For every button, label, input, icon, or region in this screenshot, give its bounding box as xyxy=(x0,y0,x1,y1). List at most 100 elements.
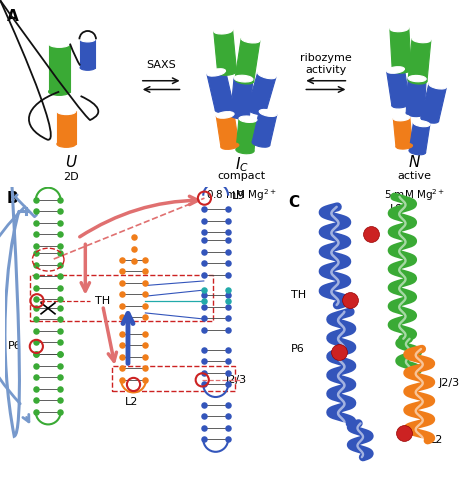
Point xyxy=(224,286,231,294)
Point xyxy=(56,350,64,358)
Point xyxy=(200,302,208,310)
Point xyxy=(33,362,40,370)
Bar xyxy=(247,73,276,113)
Point xyxy=(118,302,126,310)
Bar xyxy=(207,71,234,110)
Ellipse shape xyxy=(216,111,234,118)
Point xyxy=(33,272,40,280)
Bar xyxy=(216,114,239,147)
Ellipse shape xyxy=(218,69,237,75)
Point xyxy=(56,230,64,238)
Bar xyxy=(387,69,410,106)
Bar xyxy=(236,118,257,151)
Ellipse shape xyxy=(390,25,409,32)
Point xyxy=(224,401,231,409)
Point xyxy=(142,267,149,275)
Point xyxy=(200,248,208,256)
Text: U: U xyxy=(65,155,77,170)
Point xyxy=(200,297,208,304)
Text: TH: TH xyxy=(95,296,110,306)
Point xyxy=(200,412,208,420)
Point xyxy=(56,295,64,303)
Point xyxy=(336,349,343,356)
Point xyxy=(200,259,208,267)
Point xyxy=(33,385,40,393)
Ellipse shape xyxy=(207,69,226,76)
Point xyxy=(118,314,126,322)
Point xyxy=(33,249,40,257)
Text: ribozyme: ribozyme xyxy=(300,54,352,63)
Point xyxy=(224,297,231,304)
Point xyxy=(56,196,64,204)
Ellipse shape xyxy=(49,88,70,95)
Ellipse shape xyxy=(247,107,265,114)
Point xyxy=(142,290,149,298)
Point xyxy=(118,341,126,349)
Point xyxy=(142,329,149,337)
Point xyxy=(130,381,137,388)
Point xyxy=(200,401,208,409)
Point xyxy=(401,430,408,437)
Ellipse shape xyxy=(235,77,254,84)
Text: 0.8 mM Mg$^{2+}$: 0.8 mM Mg$^{2+}$ xyxy=(206,187,277,203)
Ellipse shape xyxy=(258,71,276,79)
Point xyxy=(118,267,126,275)
Point xyxy=(118,279,126,287)
Point xyxy=(118,376,126,384)
Ellipse shape xyxy=(259,109,277,116)
Point xyxy=(33,373,40,381)
Ellipse shape xyxy=(392,101,410,108)
Point xyxy=(224,217,231,224)
Ellipse shape xyxy=(57,141,76,147)
Point xyxy=(33,343,40,351)
Point xyxy=(224,369,231,377)
Point xyxy=(33,396,40,404)
Point xyxy=(200,424,208,432)
Ellipse shape xyxy=(412,36,431,43)
Bar xyxy=(409,123,430,153)
Point xyxy=(33,304,40,312)
Point xyxy=(224,248,231,256)
Point xyxy=(224,412,231,420)
Point xyxy=(56,261,64,269)
Point xyxy=(224,271,231,279)
Ellipse shape xyxy=(409,149,426,155)
Text: C: C xyxy=(289,195,300,210)
Point xyxy=(200,357,208,365)
Point xyxy=(224,357,231,365)
Ellipse shape xyxy=(393,115,410,121)
Point xyxy=(56,249,64,257)
Point xyxy=(224,326,231,333)
Text: A: A xyxy=(7,9,19,24)
Ellipse shape xyxy=(230,112,249,119)
Point xyxy=(56,304,64,312)
Point xyxy=(224,302,231,310)
Point xyxy=(130,257,137,265)
Point xyxy=(56,327,64,335)
Point xyxy=(33,327,40,335)
Point xyxy=(56,219,64,227)
Point xyxy=(200,236,208,244)
Bar xyxy=(30,275,213,321)
Text: L2: L2 xyxy=(430,435,443,445)
Text: L9: L9 xyxy=(232,191,246,201)
Point xyxy=(33,408,40,416)
Point xyxy=(118,353,126,361)
Ellipse shape xyxy=(234,75,253,82)
Text: SAXS: SAXS xyxy=(146,60,176,70)
Point xyxy=(200,286,208,294)
Point xyxy=(200,217,208,224)
Point xyxy=(200,205,208,213)
Point xyxy=(33,295,40,303)
Bar xyxy=(57,111,76,144)
Ellipse shape xyxy=(80,65,95,70)
Bar xyxy=(390,28,411,70)
Point xyxy=(142,341,149,349)
Point xyxy=(56,338,64,346)
Point xyxy=(118,329,126,337)
Point xyxy=(56,242,64,250)
Point xyxy=(118,256,126,264)
Point xyxy=(33,261,40,269)
Point xyxy=(33,207,40,215)
Point xyxy=(224,259,231,267)
